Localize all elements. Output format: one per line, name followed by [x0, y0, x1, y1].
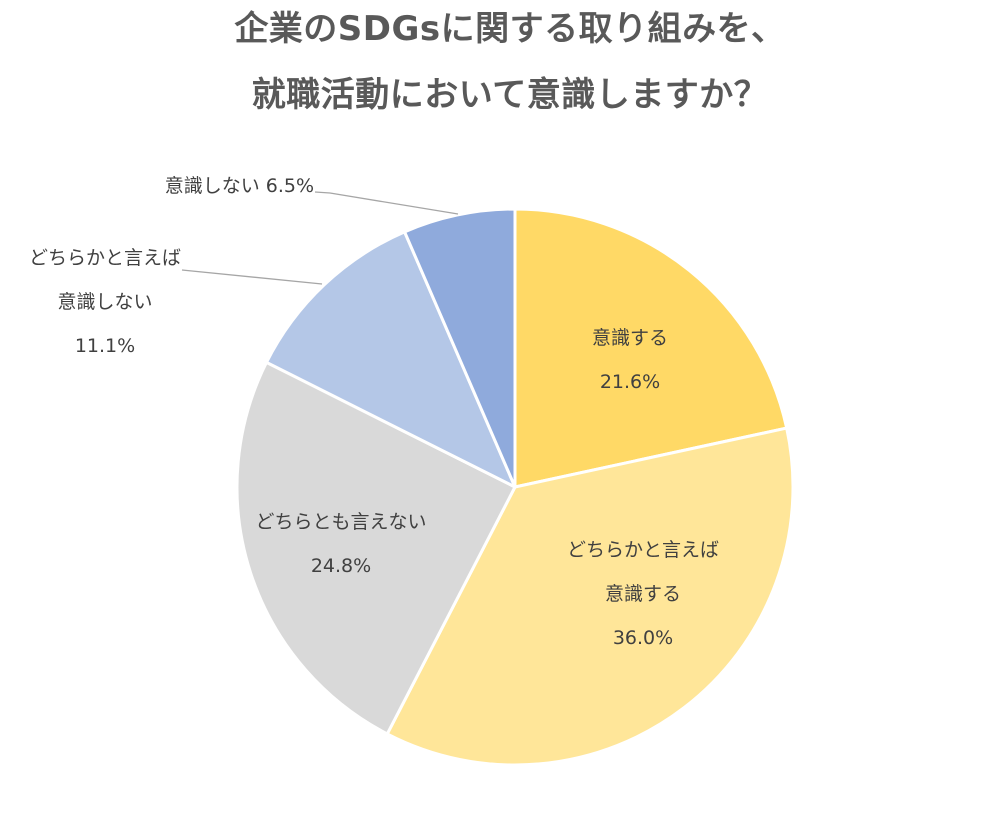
label-name-line1: どちらかと言えば [28, 247, 181, 269]
slice-dochira-suru [385, 426, 795, 767]
label-shinai: 意識しない 6.5% [164, 175, 314, 197]
label-value: 36.0% [612, 627, 674, 649]
label-ishiki-suru: 意識する 21.6% [560, 316, 700, 404]
chart-title-line2: 就職活動において意識しますか？ [251, 75, 769, 115]
label-name-line2: 意識する [604, 583, 681, 605]
leader-line-dochira-shinai [181, 269, 323, 285]
label-name: 意識する [591, 327, 668, 349]
slice-dochira-shinai [265, 230, 517, 489]
label-dochira-shinai: どちらかと言えば 意識しない 11.1% [10, 236, 200, 368]
label-name-line1: どちらかと言えば [566, 539, 719, 561]
slice-dochiramo [235, 360, 517, 736]
slice-shinai [403, 207, 517, 489]
slice-ishiki-suru [513, 207, 789, 489]
chart-title-line1: 企業のSDGsに関する取り組みを、 [234, 9, 786, 49]
label-name-line2: 意識しない [57, 291, 153, 313]
label-value: 21.6% [599, 371, 661, 393]
label-dochira-suru: どちらかと言えば 意識する 36.0% [548, 528, 738, 660]
label-value: 11.1% [74, 335, 136, 357]
pie-slices [235, 207, 795, 767]
label-dochiramo: どちらとも言えない 24.8% [236, 500, 446, 588]
leader-line-shinai [314, 191, 459, 215]
label-value: 24.8% [310, 555, 372, 577]
label-name: どちらとも言えない [255, 511, 427, 533]
